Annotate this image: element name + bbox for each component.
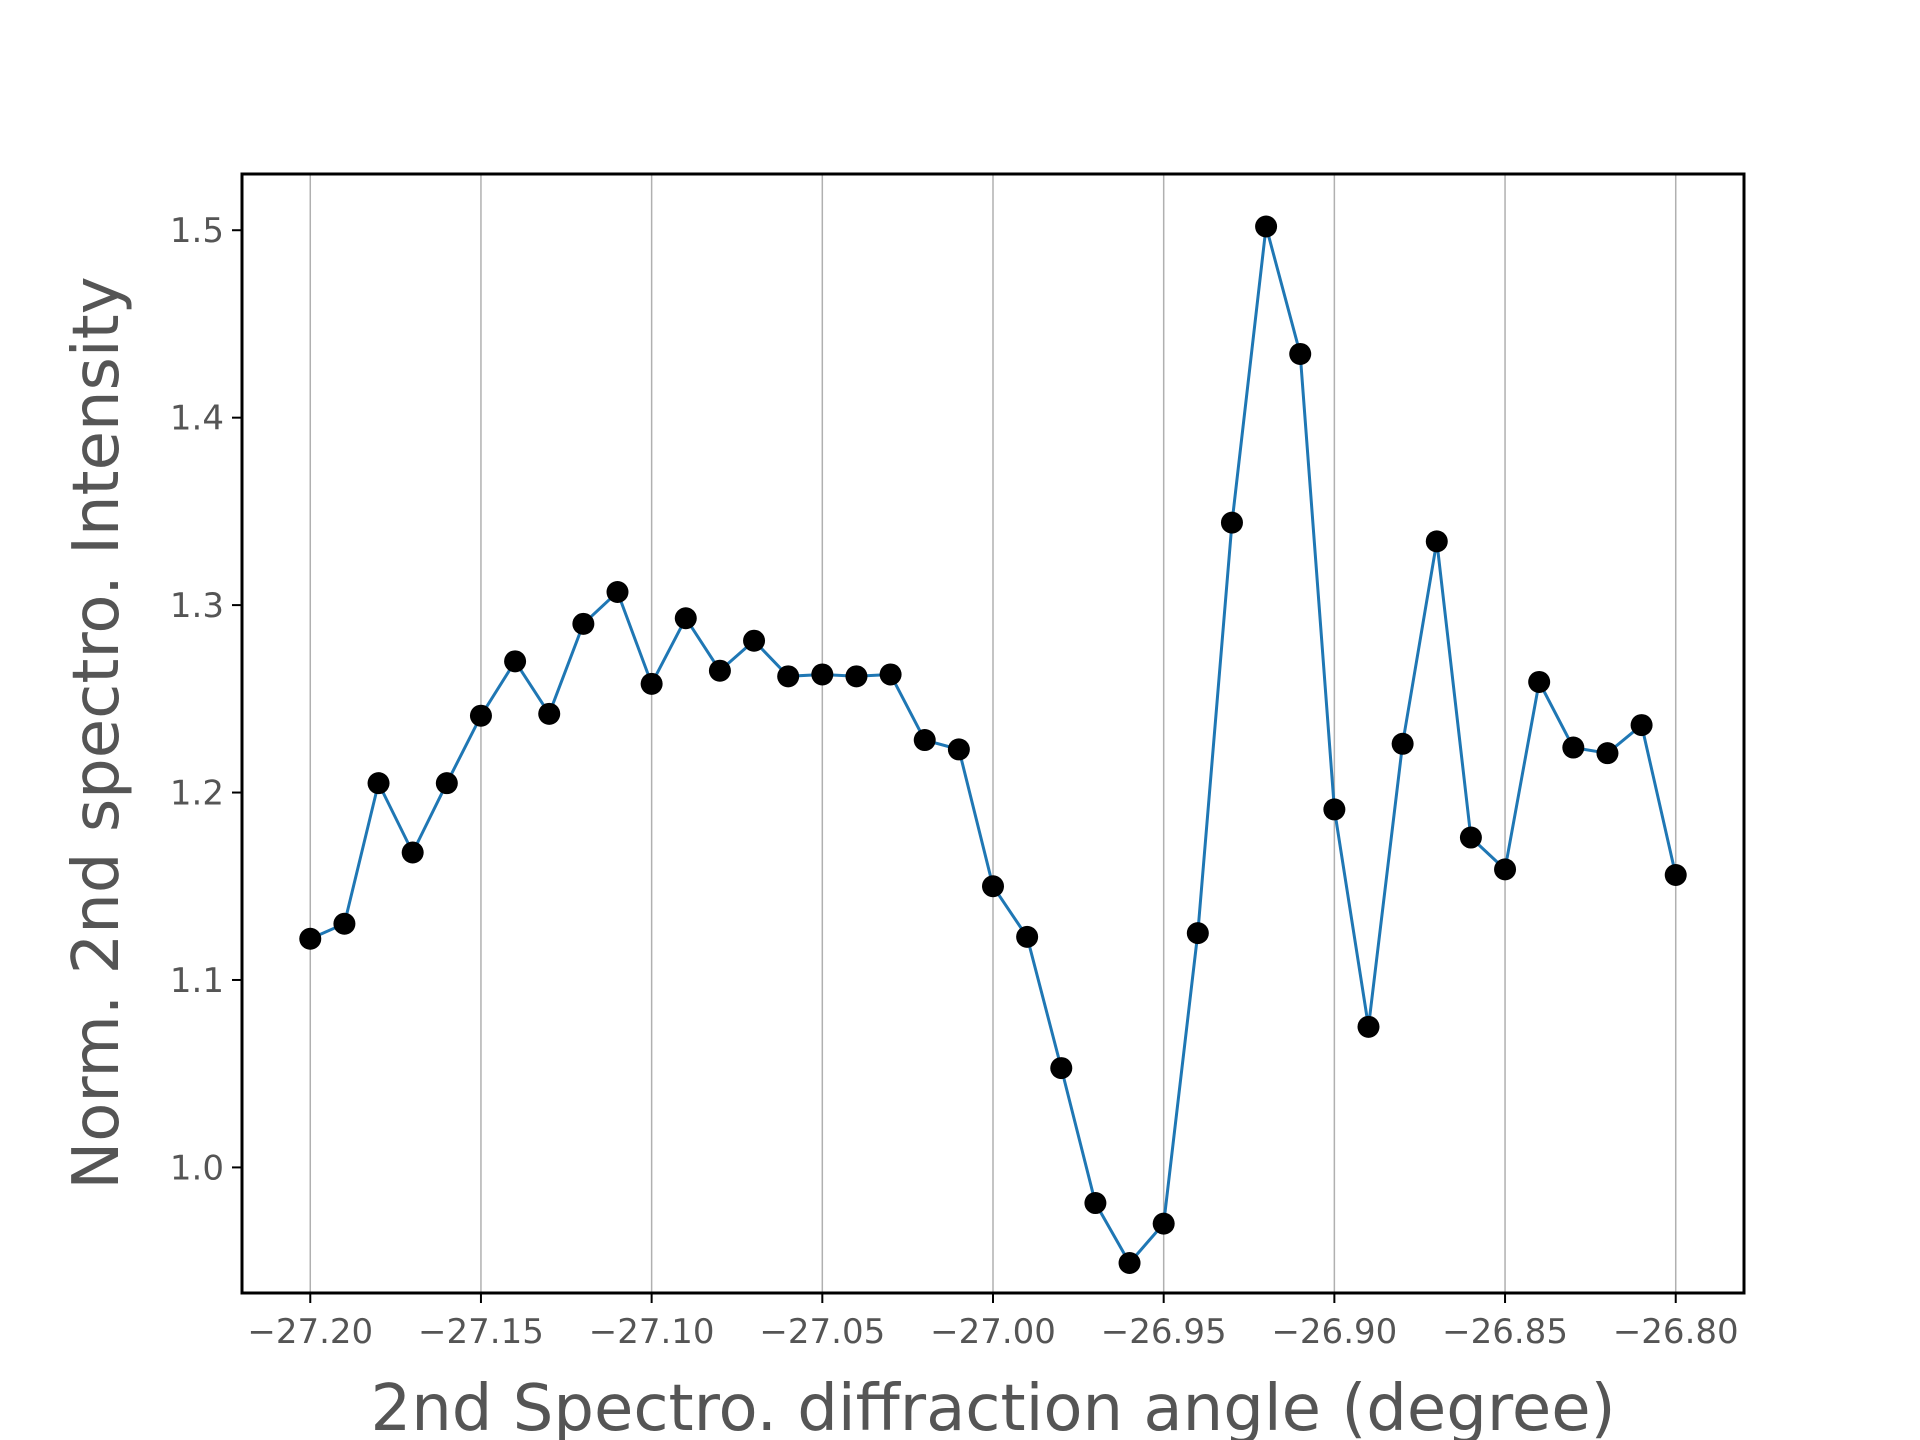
x-tick-label: −26.90 — [1271, 1312, 1397, 1352]
data-point — [777, 665, 800, 688]
data-point — [401, 841, 424, 864]
data-point — [913, 729, 936, 752]
data-point — [1494, 858, 1517, 881]
data-point — [469, 704, 492, 727]
data-point — [1391, 732, 1414, 755]
data-point — [674, 607, 697, 630]
data-point — [1220, 511, 1243, 534]
y-tick-label: 1.5 — [170, 211, 224, 251]
y-axis-ticks: 1.0 1.1 1.2 1.3 1.4 1.5 — [170, 211, 242, 1188]
data-point — [811, 663, 834, 686]
data-point — [435, 772, 458, 795]
data-point — [640, 672, 663, 695]
data-point — [1323, 798, 1346, 821]
y-tick-label: 1.0 — [170, 1148, 224, 1188]
y-tick-label: 1.4 — [170, 399, 224, 439]
x-tick-label: −27.15 — [418, 1312, 544, 1352]
data-point — [1562, 736, 1585, 759]
data-point — [708, 659, 731, 682]
data-point — [1459, 826, 1482, 849]
data-point — [1425, 530, 1448, 553]
x-tick-label: −26.85 — [1442, 1312, 1568, 1352]
grid-lines — [309, 174, 1677, 1293]
data-point — [982, 875, 1004, 898]
data-point — [1255, 215, 1278, 238]
data-point — [743, 629, 766, 652]
y-tick-label: 1.2 — [170, 774, 224, 814]
data-point — [1528, 670, 1551, 693]
data-point — [367, 772, 390, 795]
x-tick-label: −27.20 — [247, 1312, 373, 1352]
data-point — [1664, 864, 1687, 887]
x-tick-label: −27.10 — [589, 1312, 715, 1352]
data-point — [572, 612, 595, 635]
data-point — [504, 650, 527, 673]
data-point — [879, 663, 902, 686]
x-tick-label: −27.05 — [759, 1312, 885, 1352]
data-point — [333, 912, 356, 935]
data-point — [1152, 1212, 1175, 1235]
data-point — [1016, 925, 1039, 948]
data-point — [538, 702, 561, 725]
data-point — [947, 738, 970, 761]
data-point — [1186, 922, 1209, 945]
data-points — [299, 215, 1687, 1275]
data-point — [1289, 342, 1312, 365]
x-tick-label: −26.80 — [1613, 1312, 1739, 1352]
data-point — [299, 927, 322, 950]
data-point — [1050, 1057, 1073, 1080]
data-point — [1596, 742, 1619, 765]
data-point — [1357, 1015, 1380, 1038]
x-tick-label: −27.00 — [930, 1312, 1056, 1352]
x-tick-label: −26.95 — [1101, 1312, 1227, 1352]
data-point — [1630, 714, 1653, 737]
y-tick-label: 1.1 — [170, 961, 224, 1001]
y-tick-label: 1.3 — [170, 586, 224, 626]
data-point — [1118, 1252, 1141, 1275]
data-point — [606, 580, 629, 603]
y-axis-label: Norm. 2nd spectro. Intensity — [60, 276, 134, 1189]
data-point — [845, 665, 868, 688]
x-axis-label: 2nd Spectro. diffraction angle (degree) — [370, 1372, 1615, 1440]
data-point — [1084, 1192, 1107, 1215]
x-axis-ticks: −27.20 −27.15 −27.10 −27.05 −27.00 −26.95 −26.… — [247, 1293, 1739, 1352]
